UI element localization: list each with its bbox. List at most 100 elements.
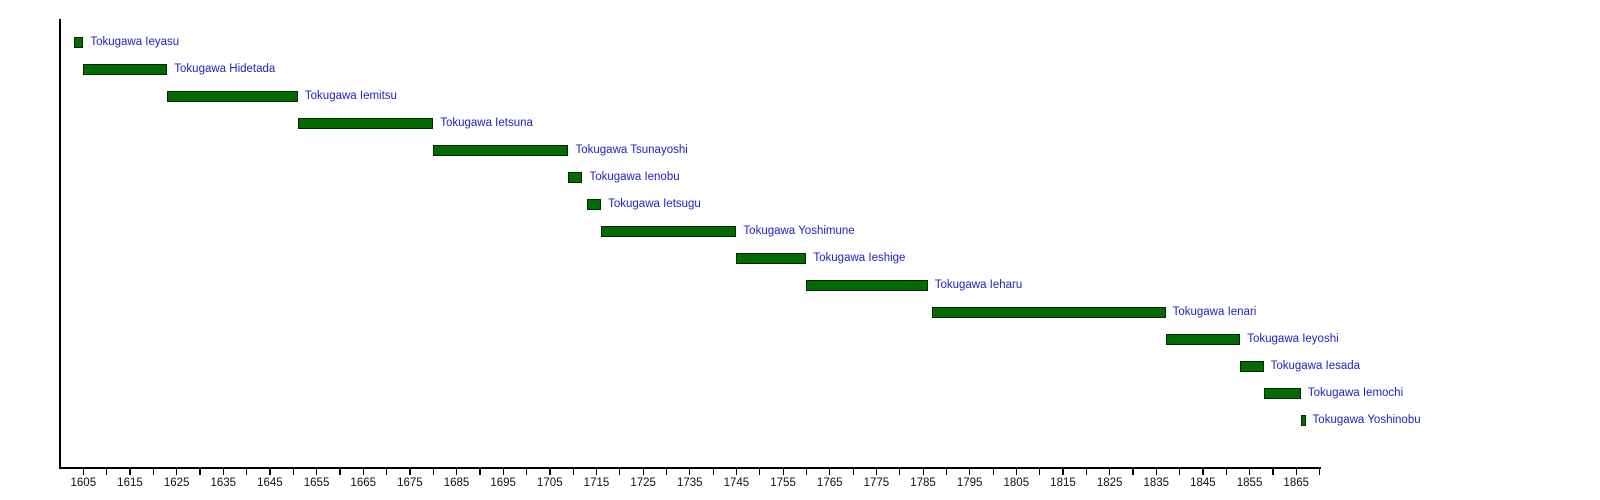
x-axis-tick bbox=[316, 469, 318, 475]
x-axis-tick-label: 1675 bbox=[397, 477, 423, 489]
x-axis-tick bbox=[805, 469, 808, 475]
reign-bar bbox=[1263, 387, 1301, 399]
reign-bar bbox=[1240, 360, 1264, 372]
x-axis-tick-label: 1785 bbox=[910, 477, 936, 489]
x-axis-tick bbox=[176, 469, 178, 475]
x-axis-tick-label: 1845 bbox=[1190, 477, 1216, 489]
reign-bar bbox=[167, 90, 298, 102]
x-axis-tick bbox=[829, 469, 831, 475]
reign-bar bbox=[73, 36, 84, 48]
x-axis-tick bbox=[1132, 469, 1134, 475]
x-axis-tick bbox=[1249, 469, 1251, 475]
reign-bar bbox=[1165, 333, 1241, 345]
reign-label: Tokugawa Yoshinobu bbox=[1312, 413, 1421, 426]
x-axis-tick bbox=[875, 469, 878, 475]
x-axis-tick-label: 1625 bbox=[163, 477, 190, 489]
reign-label: Tokugawa Ienobu bbox=[589, 170, 680, 183]
x-axis-tick-label: 1865 bbox=[1283, 477, 1310, 489]
reign-label: Tokugawa Ietsuna bbox=[440, 116, 533, 129]
reign-bar bbox=[433, 144, 569, 156]
x-axis-tick bbox=[1015, 469, 1017, 475]
x-axis-tick bbox=[106, 469, 108, 475]
x-axis-tick bbox=[129, 469, 131, 475]
reign-bar bbox=[736, 252, 807, 264]
x-axis-tick bbox=[1225, 469, 1227, 475]
reign-label: Tokugawa Hidetada bbox=[174, 62, 276, 75]
reign-bar bbox=[601, 225, 737, 237]
x-axis-tick-label: 1715 bbox=[583, 477, 610, 489]
reign-label: Tokugawa Ieyasu bbox=[90, 35, 180, 48]
x-axis-tick bbox=[386, 469, 388, 475]
x-axis-tick bbox=[409, 469, 411, 475]
reign-label: Tokugawa Ietsugu bbox=[608, 197, 701, 210]
reign-label: Tokugawa Iesada bbox=[1270, 359, 1361, 372]
reign-label: Tokugawa Iemitsu bbox=[304, 89, 397, 102]
x-axis-tick bbox=[222, 469, 224, 475]
x-axis-tick bbox=[339, 469, 341, 475]
x-axis-tick bbox=[992, 469, 994, 475]
x-axis-tick bbox=[969, 469, 971, 475]
x-axis-tick-label: 1815 bbox=[1050, 477, 1076, 489]
x-axis-tick-label: 1685 bbox=[443, 477, 470, 489]
reign-bar bbox=[568, 171, 583, 183]
x-axis-tick bbox=[549, 469, 551, 475]
x-axis-tick bbox=[526, 469, 528, 475]
reign-bar bbox=[83, 63, 168, 75]
x-axis-tick bbox=[782, 469, 784, 475]
x-axis-tick-label: 1765 bbox=[816, 477, 843, 489]
x-axis-tick-label: 1645 bbox=[257, 477, 283, 489]
x-axis-tick bbox=[82, 469, 84, 475]
x-axis-tick-label: 1825 bbox=[1096, 477, 1123, 489]
reign-bar bbox=[297, 117, 434, 129]
reign-label: Tokugawa Ieyoshi bbox=[1247, 332, 1339, 345]
x-axis-tick-label: 1665 bbox=[350, 477, 377, 489]
x-axis-tick bbox=[1272, 469, 1274, 475]
x-axis-tick-label: 1855 bbox=[1236, 477, 1263, 489]
x-axis-line bbox=[59, 467, 1321, 469]
x-axis-tick bbox=[689, 469, 691, 475]
x-axis-tick bbox=[1295, 469, 1297, 475]
x-axis-tick-label: 1655 bbox=[303, 477, 330, 489]
x-axis-tick bbox=[502, 469, 504, 475]
x-axis-tick bbox=[1109, 469, 1111, 475]
x-axis-tick bbox=[456, 469, 458, 475]
x-axis-tick bbox=[1319, 469, 1321, 475]
x-axis-tick bbox=[1179, 469, 1181, 475]
x-axis-tick bbox=[759, 469, 761, 475]
x-axis-tick bbox=[1039, 469, 1041, 475]
x-axis-tick-label: 1695 bbox=[490, 477, 516, 489]
x-axis-tick bbox=[1202, 469, 1204, 475]
x-axis-tick bbox=[199, 469, 201, 475]
x-axis-tick bbox=[595, 469, 598, 475]
x-axis-tick bbox=[246, 469, 248, 475]
x-axis-tick-label: 1725 bbox=[630, 477, 656, 489]
reign-label: Tokugawa Ieshige bbox=[813, 251, 906, 264]
x-axis-tick bbox=[479, 469, 481, 475]
x-axis-tick bbox=[852, 469, 854, 475]
x-axis-tick bbox=[269, 469, 271, 475]
reign-bar bbox=[587, 198, 602, 210]
x-axis-tick bbox=[1062, 469, 1064, 475]
reign-bar bbox=[1300, 414, 1306, 426]
x-axis-tick-label: 1615 bbox=[117, 477, 143, 489]
reign-label: Tokugawa Ieharu bbox=[934, 278, 1023, 291]
x-axis-tick bbox=[735, 469, 738, 475]
reign-bar bbox=[806, 279, 928, 291]
x-axis-tick bbox=[712, 469, 714, 475]
x-axis-tick-label: 1805 bbox=[1003, 477, 1030, 489]
x-axis-tick bbox=[292, 469, 294, 475]
x-axis-tick-label: 1775 bbox=[863, 477, 890, 489]
x-axis-tick bbox=[899, 469, 901, 475]
reign-label: Tokugawa Yoshimune bbox=[743, 224, 855, 237]
x-axis-tick bbox=[1155, 469, 1157, 475]
x-axis-tick bbox=[152, 469, 154, 475]
x-axis-tick bbox=[642, 469, 644, 475]
x-axis-tick-label: 1755 bbox=[770, 477, 796, 489]
x-axis-tick bbox=[1085, 469, 1087, 475]
x-axis-tick-label: 1735 bbox=[676, 477, 703, 489]
x-axis-tick-label: 1835 bbox=[1143, 477, 1170, 489]
reign-label: Tokugawa Ienari bbox=[1172, 305, 1257, 318]
x-axis-tick bbox=[572, 469, 574, 475]
x-axis-tick-label: 1705 bbox=[537, 477, 563, 489]
